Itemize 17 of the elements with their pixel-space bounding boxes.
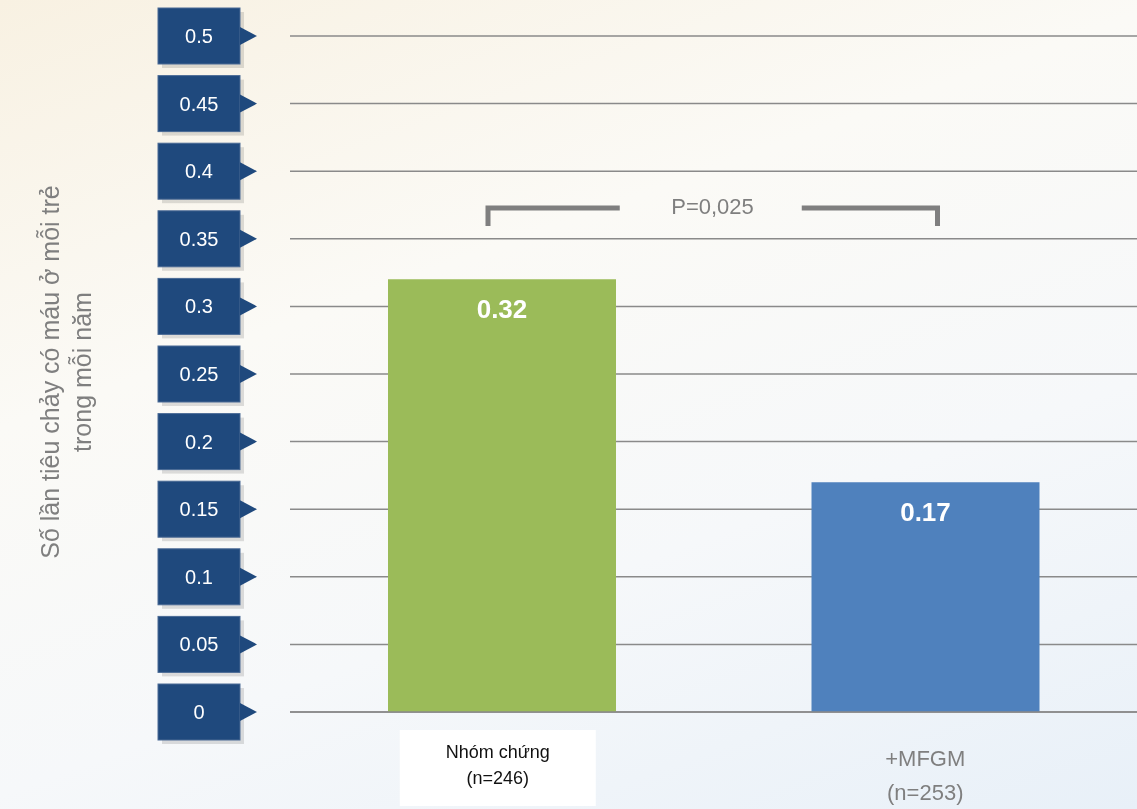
- y-tick-label: 0.25: [179, 363, 219, 385]
- annotation: P=0,025: [670, 193, 755, 221]
- x-tick-label: +MFGM (n=253): [885, 746, 966, 805]
- data-label: 0.32: [476, 293, 528, 324]
- y-tick-label: 0.4: [185, 160, 213, 183]
- y-tick-label: 0.2: [185, 430, 213, 453]
- y-tick-label: 0.05: [179, 633, 219, 656]
- y-tick-label: 0.5: [185, 25, 213, 47]
- y-axis-title: Số lần tiêu chảy có máu ở mỗi trẻ trong mỗi năm: [35, 184, 97, 561]
- y-tick-label: 0.3: [185, 295, 213, 318]
- y-tick-label: 0: [193, 701, 205, 723]
- y-tick-label: 0.45: [179, 92, 219, 115]
- y-tick-label: 0.1: [185, 565, 213, 588]
- x-tick-label: Nhóm chứng (n=246): [445, 742, 550, 788]
- y-tick-label: 0.15: [179, 498, 219, 521]
- y-tick-label: 0.35: [179, 227, 219, 250]
- data-label: 0.17: [900, 496, 951, 527]
